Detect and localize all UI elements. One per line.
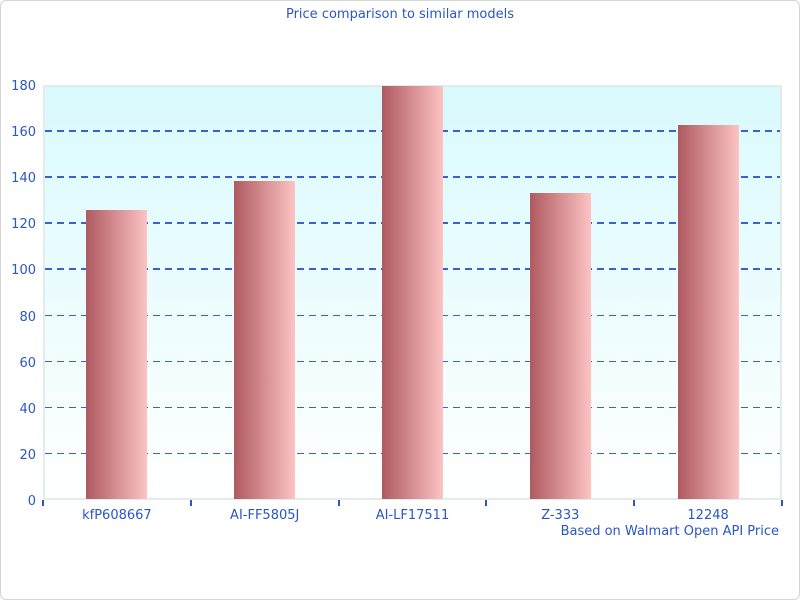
y-axis-tick-label: 20 [19,447,36,463]
x-axis-tick [633,500,636,506]
bar [234,180,296,499]
chart-title: Price comparison to similar models [285,7,515,22]
x-axis-tick [781,500,783,506]
y-axis-tick-label: 160 [11,125,36,141]
x-axis-category-label: kfP608667 [82,508,152,523]
y-axis-tick-label: 0 [27,494,36,509]
bar [677,125,739,499]
y-axis-tick-label: 140 [11,171,36,187]
y-axis-tick-label: 100 [11,263,36,279]
y-axis-tick-label: 180 [11,79,36,94]
x-axis-tick [337,500,340,506]
x-axis-category-label: Z-333 [541,508,580,523]
y-axis-tick-label: 80 [19,309,36,325]
y-axis-tick-label: 60 [19,355,36,371]
bar [529,192,591,499]
bar [86,209,148,499]
x-axis-tick [42,500,44,506]
y-axis-tick-label: 120 [11,217,36,233]
chart-footnote: Based on Walmart Open API Price [560,524,779,539]
bar [382,86,443,499]
x-axis-category-label: AI-FF5805J [230,508,300,523]
x-axis-category-label: AI-LF17511 [375,508,450,523]
y-axis-tick-label: 40 [19,401,36,417]
x-axis-category-label: 12248 [687,508,729,523]
x-axis-tick [485,500,488,506]
x-axis-tick [189,500,192,506]
